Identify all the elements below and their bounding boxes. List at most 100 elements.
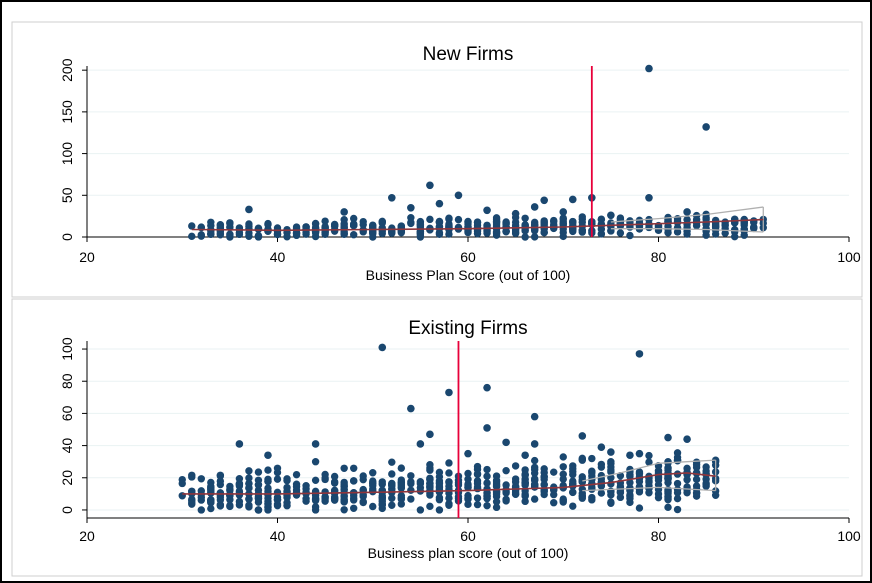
data-point [635, 483, 644, 492]
data-point [473, 500, 482, 509]
data-point [645, 193, 653, 202]
data-point [350, 492, 358, 500]
data-point [435, 485, 444, 494]
data-point [445, 482, 453, 490]
data-point [340, 491, 348, 500]
data-point [597, 443, 606, 452]
ci-upper-line [582, 459, 716, 482]
data-point [702, 231, 710, 239]
data-point [292, 482, 301, 491]
data-point [254, 231, 263, 240]
data-point [311, 220, 320, 228]
data-point [445, 214, 453, 222]
data-point [511, 490, 520, 498]
data-point [397, 222, 406, 230]
data-point [483, 465, 491, 474]
data-point [435, 468, 444, 477]
data-point [530, 456, 539, 465]
data-point [454, 191, 463, 200]
data-point [197, 475, 205, 483]
existing-firms-chart: 20 40 60 80 100 0 20 40 60 80 100 Existing Firms Bus… [11, 298, 863, 577]
data-point [435, 217, 444, 226]
data-point [483, 479, 491, 487]
data-point [407, 486, 415, 494]
data-point [588, 454, 596, 463]
data-point [407, 472, 415, 480]
data-point [607, 491, 615, 499]
data-point [311, 232, 320, 241]
data-point [654, 469, 663, 478]
data-point [426, 479, 434, 488]
data-point [578, 494, 586, 502]
fit-line [191, 218, 764, 232]
data-point [645, 489, 653, 497]
data-point [254, 476, 263, 484]
data-point [311, 458, 320, 466]
x-tick-label: 60 [460, 249, 476, 265]
data-point [673, 494, 682, 503]
data-point [397, 500, 406, 508]
data-point [445, 494, 453, 502]
data-point [731, 225, 739, 234]
data-point [492, 503, 501, 512]
data-point [292, 223, 301, 231]
data-point [273, 493, 282, 502]
data-point [530, 412, 539, 421]
data-point [397, 464, 406, 472]
data-point [616, 493, 625, 502]
data-point [388, 470, 396, 478]
data-point [578, 213, 586, 221]
data-point [645, 458, 653, 466]
data-point [664, 485, 672, 494]
data-point [692, 475, 701, 484]
data-point [188, 222, 196, 230]
data-point [702, 123, 710, 131]
x-tick-label: 100 [837, 249, 861, 265]
data-point [597, 225, 606, 233]
data-point [530, 440, 539, 448]
data-point [569, 465, 577, 473]
data-point [340, 485, 348, 494]
data-point [245, 501, 253, 509]
data-point [473, 470, 482, 478]
x-tick-label: 20 [79, 249, 95, 265]
data-point [397, 481, 406, 490]
data-point [321, 492, 329, 501]
data-point [483, 501, 491, 510]
data-point [254, 468, 263, 476]
data-point [502, 228, 510, 236]
new-firms-chart: 20 40 60 80 100 0 50 100 150 200 New Firms Business… [11, 21, 863, 298]
data-point [559, 208, 568, 216]
data-point [664, 493, 672, 501]
data-point [502, 438, 510, 447]
data-point [521, 471, 529, 479]
data-point [521, 451, 529, 460]
data-point [750, 217, 758, 225]
data-point [397, 491, 406, 500]
data-point [245, 484, 253, 492]
data-point [664, 503, 672, 512]
data-point [226, 230, 234, 238]
x-tick-label: 40 [270, 528, 286, 544]
data-point [540, 228, 548, 237]
data-point [226, 485, 234, 494]
data-point [540, 490, 548, 499]
data-point [264, 227, 272, 235]
data-point [569, 488, 577, 497]
data-point [359, 472, 367, 480]
data-point [645, 64, 653, 73]
data-point [235, 475, 244, 483]
data-point [464, 469, 472, 478]
data-point [445, 501, 453, 509]
data-point [607, 480, 615, 488]
data-point [702, 463, 710, 471]
data-point [264, 487, 272, 495]
data-point [388, 193, 396, 202]
data-point [197, 506, 205, 514]
data-point [511, 209, 520, 218]
data-point [264, 500, 272, 508]
data-point [502, 220, 510, 228]
data-point [407, 214, 415, 222]
data-point [369, 477, 377, 485]
data-point [330, 493, 339, 501]
